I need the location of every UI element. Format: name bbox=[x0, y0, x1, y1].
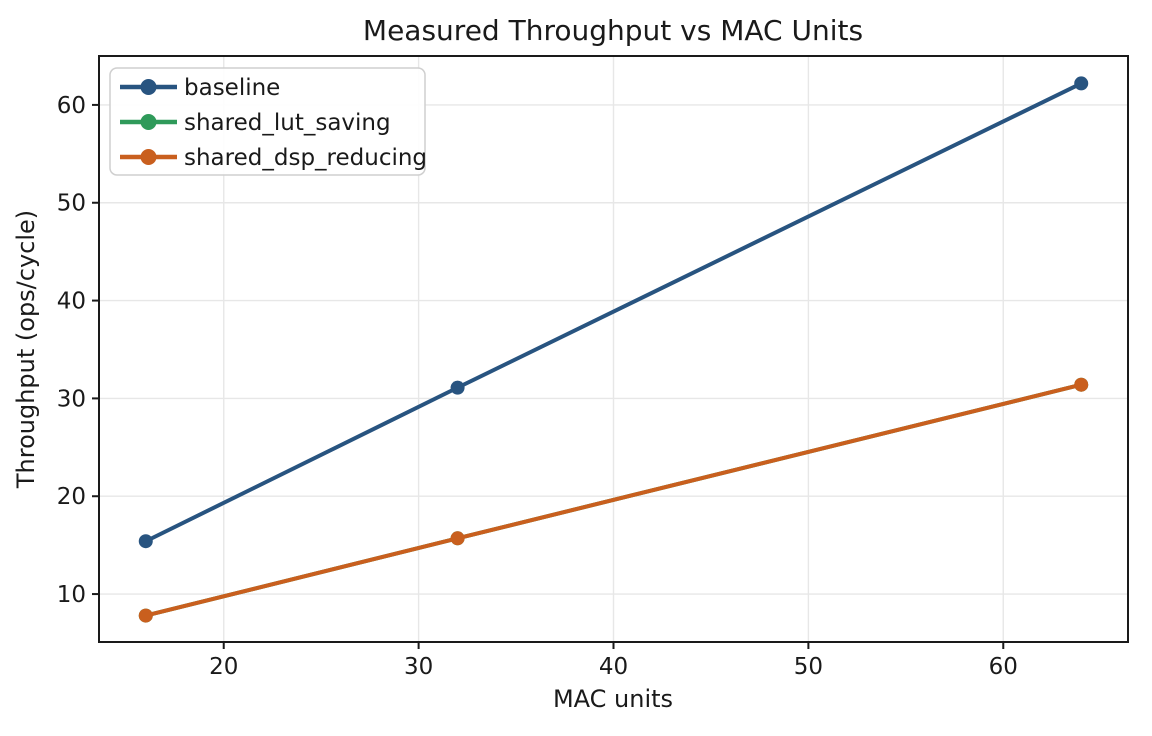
data-series bbox=[138, 76, 1089, 623]
series-shared_dsp_reducing bbox=[138, 377, 1089, 623]
x-axis-label: MAC units bbox=[553, 685, 673, 713]
legend-item-shared_lut_saving: shared_lut_saving bbox=[120, 110, 391, 136]
y-tick-label: 60 bbox=[57, 93, 86, 119]
legend-label: shared_lut_saving bbox=[184, 110, 391, 136]
y-axis-label: Throughput (ops/cycle) bbox=[12, 210, 40, 489]
x-tick-label: 60 bbox=[989, 654, 1018, 680]
axis-ticks: 20 30 40 50 60 10 20 30 40 50 60 bbox=[57, 93, 1018, 680]
legend-marker bbox=[140, 79, 157, 95]
x-tick-label: 30 bbox=[404, 654, 433, 680]
data-point bbox=[450, 531, 465, 546]
legend-marker bbox=[140, 114, 157, 130]
series-baseline bbox=[138, 76, 1089, 549]
legend-label: shared_dsp_reducing bbox=[184, 145, 427, 171]
legend-marker bbox=[140, 149, 157, 165]
y-tick-label: 50 bbox=[57, 191, 86, 217]
x-tick-label: 40 bbox=[599, 654, 628, 680]
y-tick-label: 20 bbox=[57, 484, 86, 510]
plot-border bbox=[98, 55, 1129, 643]
legend-item-baseline: baseline bbox=[120, 75, 280, 101]
legend-item-shared_dsp_reducing: shared_dsp_reducing bbox=[120, 145, 427, 171]
x-tick-label: 20 bbox=[209, 654, 238, 680]
legend-box bbox=[109, 67, 426, 176]
chart-title: Measured Throughput vs MAC Units bbox=[363, 14, 863, 47]
data-point bbox=[1074, 377, 1089, 392]
x-tick-label: 50 bbox=[794, 654, 823, 680]
data-point bbox=[1074, 76, 1089, 91]
data-point bbox=[138, 534, 153, 549]
y-tick-label: 10 bbox=[57, 582, 86, 608]
y-tick-label: 40 bbox=[57, 289, 86, 315]
data-point bbox=[138, 608, 153, 623]
legend: baseline shared_lut_saving shared_dsp_redu… bbox=[109, 67, 427, 176]
y-tick-label: 30 bbox=[57, 386, 86, 412]
legend-label: baseline bbox=[184, 75, 280, 101]
data-point bbox=[450, 380, 465, 395]
